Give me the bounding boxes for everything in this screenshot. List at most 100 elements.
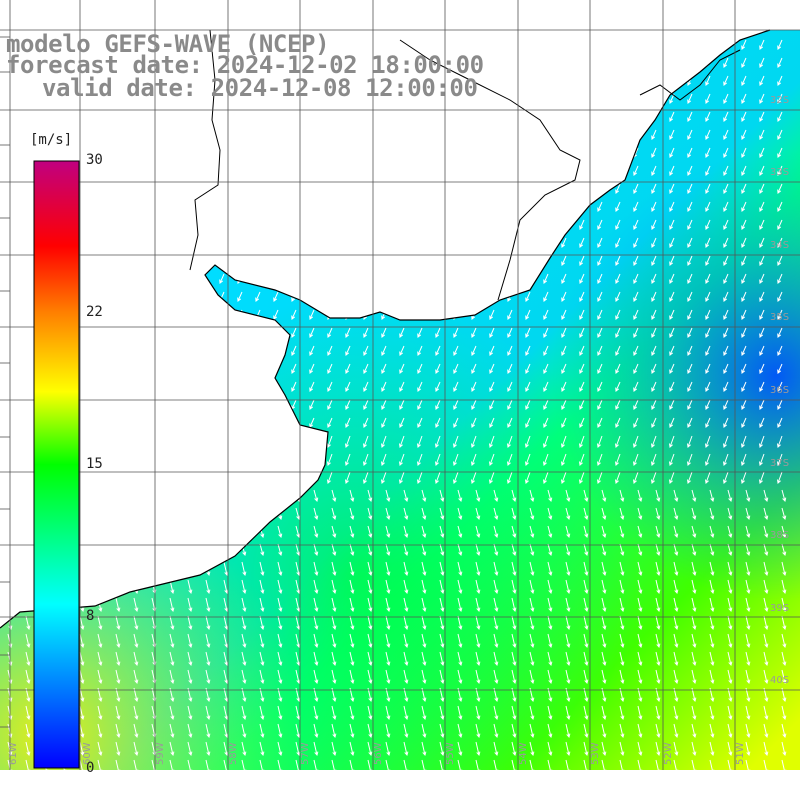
wind-arrow [651,327,657,338]
wind-arrow [637,615,643,631]
wind-arrow [493,579,499,595]
wind-arrow [471,363,477,374]
wind-arrow [583,669,589,685]
wind-arrow [759,201,765,212]
wind-arrow [741,201,747,212]
wind-arrow [205,759,211,770]
wind-arrow [601,561,607,577]
wind-arrow [691,561,697,577]
wind-arrow [471,453,477,466]
wind-arrow [583,525,589,539]
wind-arrow [651,309,657,320]
wind-arrow [547,723,553,739]
wind-arrow [687,273,693,284]
wind-arrow [421,651,427,667]
wind-arrow [741,435,747,448]
wind-arrow [759,309,765,320]
wind-arrow [331,669,337,685]
wind-arrow [349,525,355,539]
wind-arrow [385,705,391,721]
wind-arrow [25,741,31,757]
wind-arrow [543,273,549,284]
wind-arrow [709,543,715,557]
wind-arrow [457,741,463,757]
wind-arrow [615,183,621,194]
wind-arrow [403,489,409,503]
wind-arrow [781,561,787,577]
wind-arrow [453,435,459,448]
wind-arrow [241,705,247,721]
wind-arrow [25,633,31,649]
wind-arrow [673,705,679,721]
wind-arrow [781,507,787,521]
wind-arrow [561,309,567,320]
wind-arrow [547,525,553,539]
wind-arrow [759,327,765,338]
wind-arrow [651,363,657,374]
wind-arrow [615,255,621,266]
legend-tick-22: 22 [86,304,103,320]
wind-arrow [79,723,85,739]
wind-arrow [273,309,279,320]
wind-arrow [583,759,589,770]
wind-arrow [241,669,247,685]
wind-arrow [561,255,567,266]
wind-arrow [619,741,625,757]
wind-arrow [547,633,553,649]
wind-arrow [579,471,585,484]
wind-arrow [529,741,535,757]
wind-arrow [507,309,513,320]
wind-arrow [619,759,625,770]
wind-arrow [385,597,391,613]
wind-arrow [601,525,607,539]
wind-arrow [547,741,553,757]
wind-arrow [709,561,715,577]
wind-arrow [439,561,445,577]
wind-arrow [723,291,729,302]
wind-arrow [745,741,751,757]
wind-arrow [453,471,459,484]
wind-arrow [547,615,553,631]
wind-arrow [709,669,715,685]
wind-arrow [421,705,427,721]
wind-arrow [655,489,661,503]
wind-arrow [313,543,319,557]
wind-arrow [493,561,499,577]
wind-arrow [781,579,787,595]
wind-arrow [97,723,103,739]
wind-arrow [691,615,697,631]
wind-arrow [723,129,729,140]
wind-arrow [399,417,405,428]
wind-arrow [705,381,711,392]
wind-arrow [331,615,337,631]
wind-arrow [457,543,463,557]
wind-arrow [345,399,351,410]
wind-arrow [763,669,769,685]
wind-arrow [619,633,625,649]
wind-arrow [723,255,729,266]
wind-arrow [25,759,31,770]
wind-arrow [727,651,733,667]
wind-arrow [331,633,337,649]
wind-arrow [169,723,175,739]
wind-arrow [669,273,675,284]
wind-arrow [601,705,607,721]
wind-arrow [727,579,733,595]
wind-arrow [637,705,643,721]
wind-arrow [349,723,355,739]
wind-arrow [241,597,247,613]
wind-arrow [687,201,693,212]
wind-arrow [381,327,387,338]
wind-arrow [781,543,787,557]
wind-arrow [97,705,103,721]
wind-arrow [597,237,603,248]
wind-arrow [633,327,639,338]
wind-arrow [475,723,481,739]
legend-tick-0: 0 [86,760,95,776]
wind-arrow [349,705,355,721]
wind-arrow [489,399,495,410]
wind-arrow [705,363,711,374]
wind-arrow [241,561,247,577]
wind-arrow [709,507,715,521]
wind-arrow [439,489,445,503]
